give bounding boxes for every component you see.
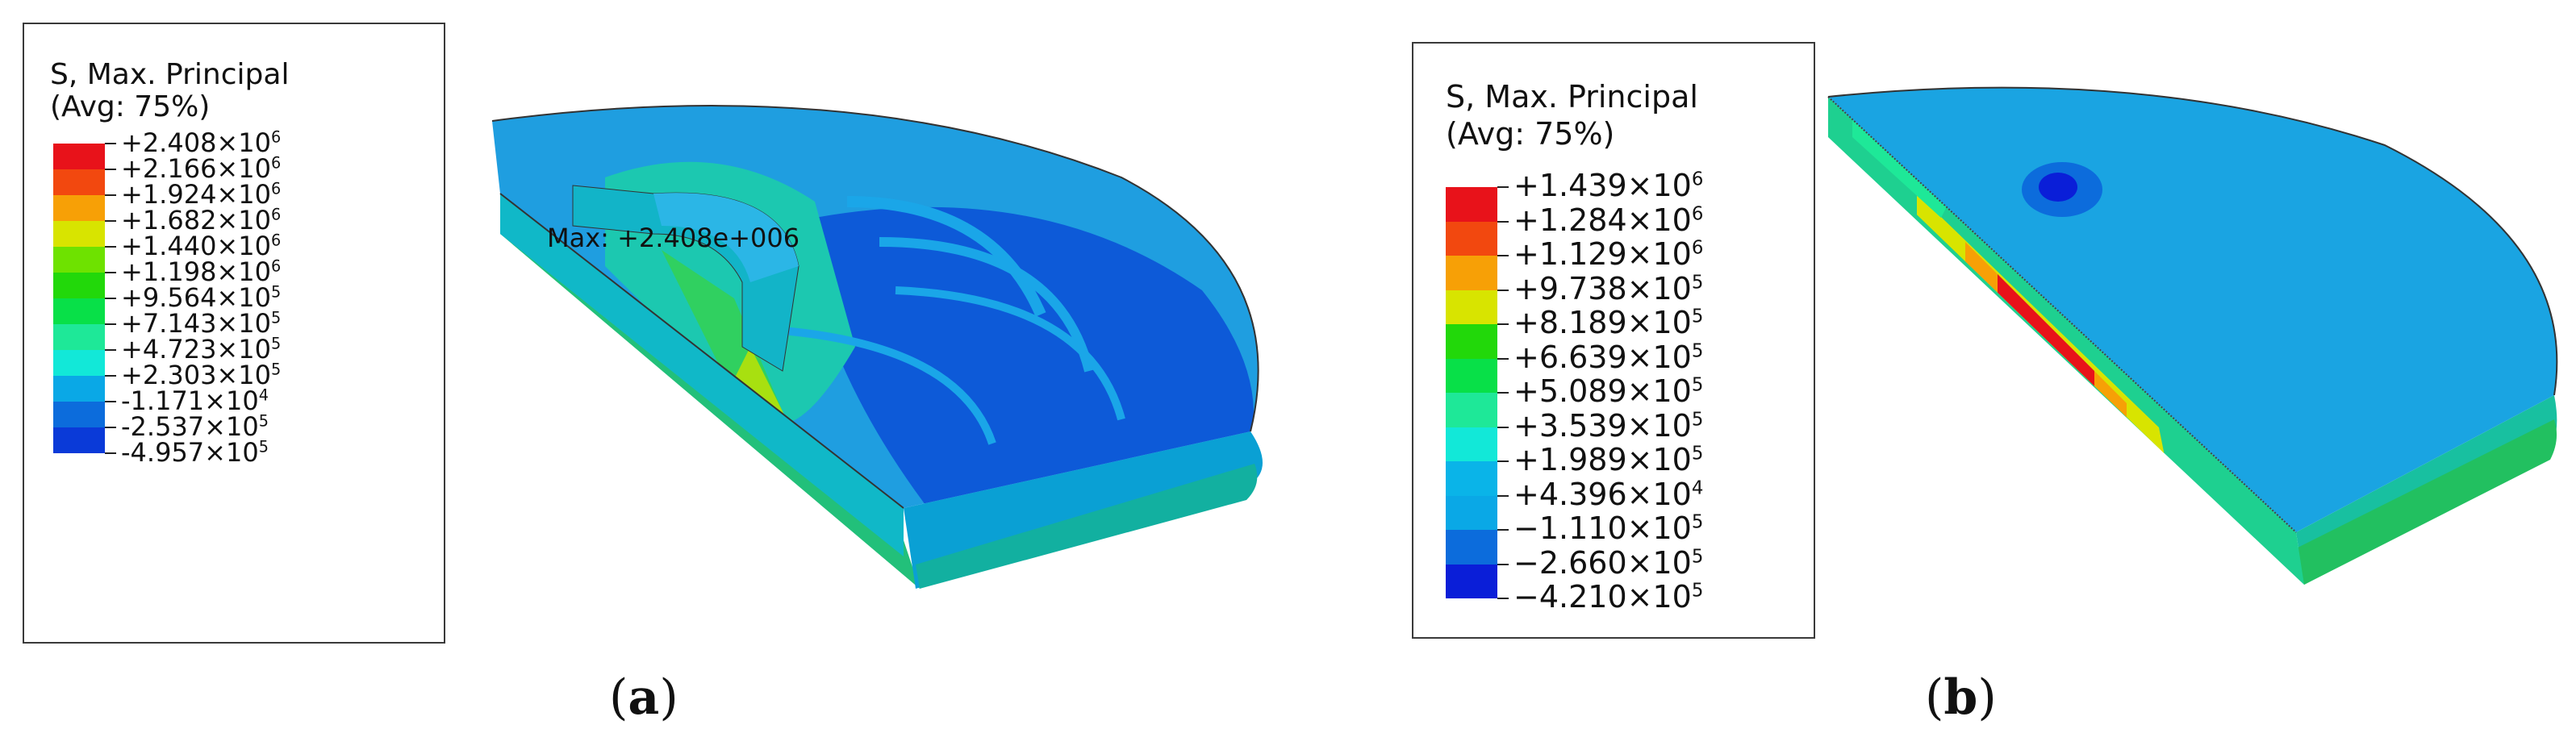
legend-b-swatch: [1446, 495, 1497, 530]
legend-a-label: +1.682×106: [121, 205, 282, 236]
legend-b-label: −4.210×105: [1513, 579, 1704, 615]
legend-b-tick: [1497, 323, 1509, 325]
legend-a-tick: [105, 298, 116, 299]
legend-a-label: +9.564×105: [121, 282, 282, 314]
model-a-contour: [491, 105, 1263, 589]
legend-b-label: +9.738×105: [1513, 270, 1704, 306]
legend-b-swatch: [1446, 427, 1497, 461]
legend-b-tick: [1497, 289, 1509, 291]
panel-b: S, Max. Principal (Avg: 75%) +1.439×106 +…: [1288, 0, 2576, 750]
legend-b-label: +3.539×105: [1513, 407, 1704, 444]
legend-a-tick: [105, 323, 116, 325]
legend-a-tick: [105, 169, 116, 170]
legend-b-swatch: [1446, 221, 1497, 256]
legend-a-label: +4.723×105: [121, 334, 282, 365]
legend-a-color-bar: [53, 144, 105, 453]
legend-a-swatch: [53, 324, 105, 350]
legend-b: S, Max. Principal (Avg: 75%) +1.439×106 +…: [1412, 42, 1815, 639]
legend-a-swatch: [53, 169, 105, 195]
legend-b-label: +5.089×105: [1513, 373, 1704, 410]
legend-a-label: -1.171×104: [121, 385, 269, 417]
legend-b-swatch: [1446, 530, 1497, 565]
legend-a-tick: [105, 194, 116, 196]
legend-b-label: +1.129×106: [1513, 236, 1704, 273]
legend-b-swatch: [1446, 358, 1497, 393]
legend-b-title-line2: (Avg: 75%): [1446, 116, 1615, 152]
legend-a-swatch: [53, 298, 105, 324]
legend-a-swatch: [53, 247, 105, 273]
caption-a: (a): [609, 669, 678, 726]
legend-b-swatch: [1446, 461, 1497, 496]
panel-a: S, Max. Principal (Avg: 75%) +2.408×106 +…: [23, 23, 1263, 726]
legend-a-label: +2.303×105: [121, 360, 282, 391]
legend-b-label: −2.660×105: [1513, 544, 1704, 581]
legend-b-swatch: [1446, 256, 1497, 290]
legend-a-tick: [105, 246, 116, 248]
legend-b-tick: [1497, 186, 1509, 188]
legend-a-swatch: [53, 376, 105, 402]
legend-b-label: +4.396×104: [1513, 476, 1704, 512]
legend-a-swatch: [53, 402, 105, 427]
legend-b-swatch: [1446, 564, 1497, 598]
legend-b-tick: [1497, 357, 1509, 360]
legend-a-tick: [105, 452, 116, 454]
legend-b-tick: [1497, 460, 1509, 462]
legend-b-label: +1.439×106: [1513, 168, 1704, 204]
legend-b-label: +1.989×105: [1513, 442, 1704, 478]
legend-b-label: −1.110×105: [1513, 510, 1704, 547]
legend-b-swatch: [1446, 324, 1497, 359]
legend-a-tick: [105, 401, 116, 402]
legend-b-tick: [1497, 426, 1509, 428]
legend-a-swatch: [53, 221, 105, 247]
legend-a-swatch: [53, 273, 105, 298]
legend-a-label: +1.198×106: [121, 256, 282, 288]
legend-b-tick: [1497, 220, 1509, 223]
legend-a-label: +1.924×106: [121, 179, 282, 210]
model-a-curved-side-bottom: [916, 464, 1258, 589]
legend-b-label: +8.189×105: [1513, 305, 1704, 341]
legend-b-label: +6.639×105: [1513, 339, 1704, 375]
legend-b-tick: [1497, 529, 1509, 531]
legend-a-swatch: [53, 427, 105, 453]
model-b-crack-line: [1827, 96, 2297, 533]
legend-a-label: +2.408×106: [121, 127, 282, 159]
legend-b-tick: [1497, 255, 1509, 256]
legend-b-swatch: [1446, 393, 1497, 427]
legend-a-swatch: [53, 195, 105, 221]
legend-b-tick: [1497, 392, 1509, 394]
legend-a-label: -2.537×105: [121, 411, 269, 443]
legend-b-title-line1: S, Max. Principal: [1446, 79, 1698, 115]
legend-b-swatch: [1446, 290, 1497, 324]
legend-b-color-bar: [1446, 187, 1497, 598]
legend-b-label: +1.284×106: [1513, 202, 1704, 238]
legend-a-tick: [105, 375, 116, 377]
legend-b-tick: [1497, 598, 1509, 599]
legend-b-tick: [1497, 494, 1509, 497]
max-annotation-a: Max: +2.408e+006: [547, 223, 800, 253]
legend-a-swatch: [53, 144, 105, 169]
legend-a: S, Max. Principal (Avg: 75%) +2.408×106 +…: [23, 23, 445, 644]
legend-b-tick: [1497, 563, 1509, 565]
legend-a-label: +2.166×106: [121, 153, 282, 185]
legend-a-swatch: [53, 350, 105, 376]
model-b-contour: [1827, 86, 2558, 585]
legend-a-label: +7.143×105: [121, 308, 282, 340]
legend-a-label: -4.957×105: [121, 437, 269, 469]
caption-b: (b): [1925, 669, 1997, 726]
legend-a-tick: [105, 220, 116, 222]
legend-a-tick: [105, 272, 116, 273]
legend-a-title-line1: S, Max. Principal: [50, 58, 290, 91]
legend-b-swatch: [1446, 187, 1497, 222]
legend-a-tick: [105, 427, 116, 428]
model-a-straight-side: [500, 194, 904, 556]
legend-a-tick: [105, 143, 116, 144]
legend-a-tick: [105, 349, 116, 351]
legend-a-title-line2: (Avg: 75%): [50, 90, 211, 123]
legend-a-label: +1.440×106: [121, 231, 282, 262]
model-b-top-face: [1828, 87, 2557, 533]
